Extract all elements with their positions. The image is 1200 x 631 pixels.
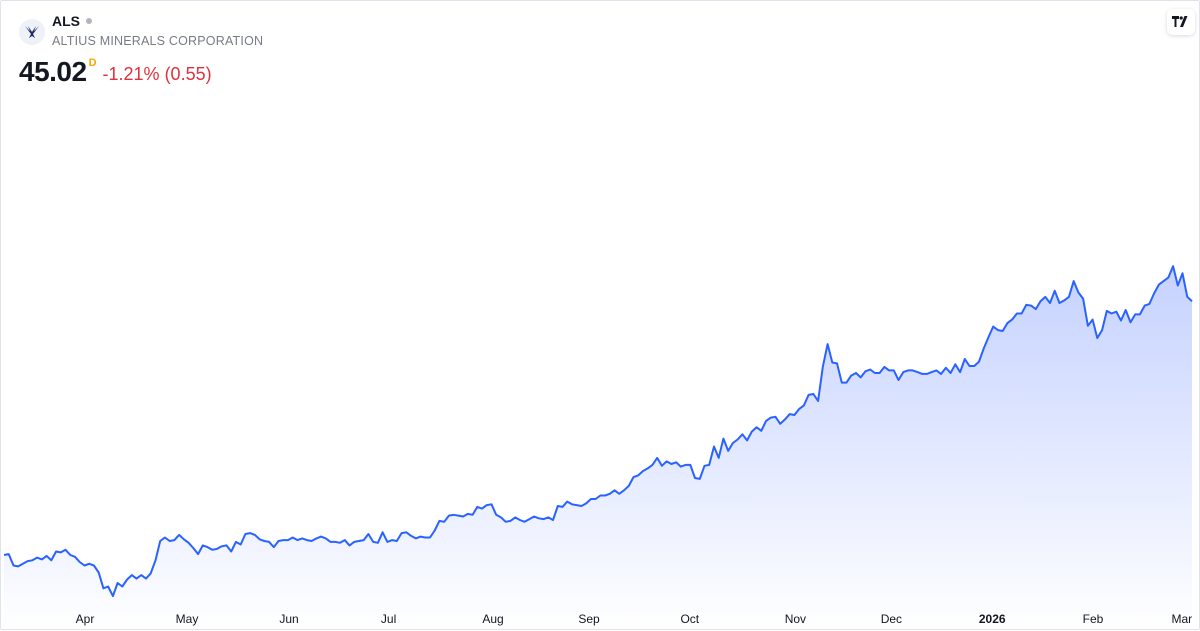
x-tick-label: Apr xyxy=(76,612,95,626)
ticker-symbol[interactable]: ALS xyxy=(52,13,80,29)
x-tick-label: Mar xyxy=(1171,612,1192,626)
tradingview-logo-icon[interactable] xyxy=(1167,9,1195,35)
x-tick-label: Oct xyxy=(680,612,699,626)
ticker-row: ALS xyxy=(52,13,92,29)
interval-badge: D xyxy=(88,57,97,69)
x-tick-label: Nov xyxy=(785,612,806,626)
x-tick-label: Feb xyxy=(1083,612,1104,626)
eagle-logo-icon xyxy=(19,19,45,45)
x-tick-label: Jun xyxy=(279,612,298,626)
company-name: ALTIUS MINERALS CORPORATION xyxy=(52,34,264,48)
price-area-fill xyxy=(4,266,1192,629)
price-line xyxy=(3,265,1193,598)
x-axis: Apr May Jun Jul Aug Sep Oct Nov Dec 2026 Feb Mar xyxy=(76,612,1192,626)
price-row: 45.02 D -1.21% (0.55) xyxy=(19,56,212,88)
market-status-dot xyxy=(86,18,92,24)
price-change: -1.21% (0.55) xyxy=(102,64,212,84)
x-tick-label: Aug xyxy=(482,612,503,626)
last-price: 45.02 xyxy=(19,56,87,87)
x-tick-label: Sep xyxy=(578,612,600,626)
x-tick-label: 2026 xyxy=(979,612,1006,626)
x-tick-label: Jul xyxy=(381,612,396,626)
x-tick-label: May xyxy=(176,612,199,626)
x-tick-label: Dec xyxy=(881,612,902,626)
